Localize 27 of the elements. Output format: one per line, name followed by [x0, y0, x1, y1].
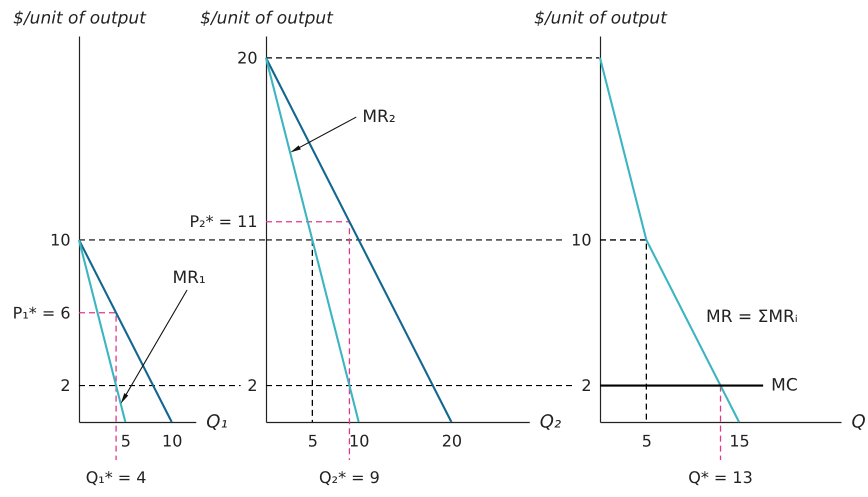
x-axis-title: Q₂: [540, 412, 562, 432]
series-label: MC: [771, 376, 798, 396]
x-tick-label: 15: [729, 432, 750, 450]
y-axis-title: $/unit of output: [13, 8, 148, 28]
y-tick-label: 2: [60, 376, 70, 396]
annotation: Q₁* = 4: [86, 468, 146, 487]
y-tick-label: 20: [237, 48, 258, 68]
annotation: Q₂* = 9: [319, 468, 380, 487]
annotation: Q* = 13: [688, 468, 753, 487]
y-tick-label: 2: [581, 376, 592, 396]
text: MR₂: [362, 107, 396, 128]
y-axis-title: $/unit of output: [534, 8, 668, 28]
x-tick-label: 5: [308, 432, 318, 450]
x-tick-label: 5: [120, 432, 131, 450]
y-tick-label: P₂* = 11: [190, 212, 258, 232]
y-tick-label: 10: [50, 230, 70, 250]
series-label: MR = ΣMRᵢ: [706, 307, 798, 328]
x-axis-title: Q: [852, 412, 866, 432]
y-tick-label: P₁* = 6: [12, 303, 70, 322]
y-axis-title: $/unit of output: [200, 8, 334, 28]
y-tick-label: 2: [247, 376, 258, 396]
x-axis-title: Q₁: [206, 412, 228, 432]
x-tick-label: 10: [162, 432, 182, 450]
x-tick-label: 10: [349, 432, 370, 450]
x-tick-label: 20: [442, 432, 462, 450]
x-tick-label: 5: [642, 432, 652, 450]
text: MR₁: [172, 268, 206, 288]
